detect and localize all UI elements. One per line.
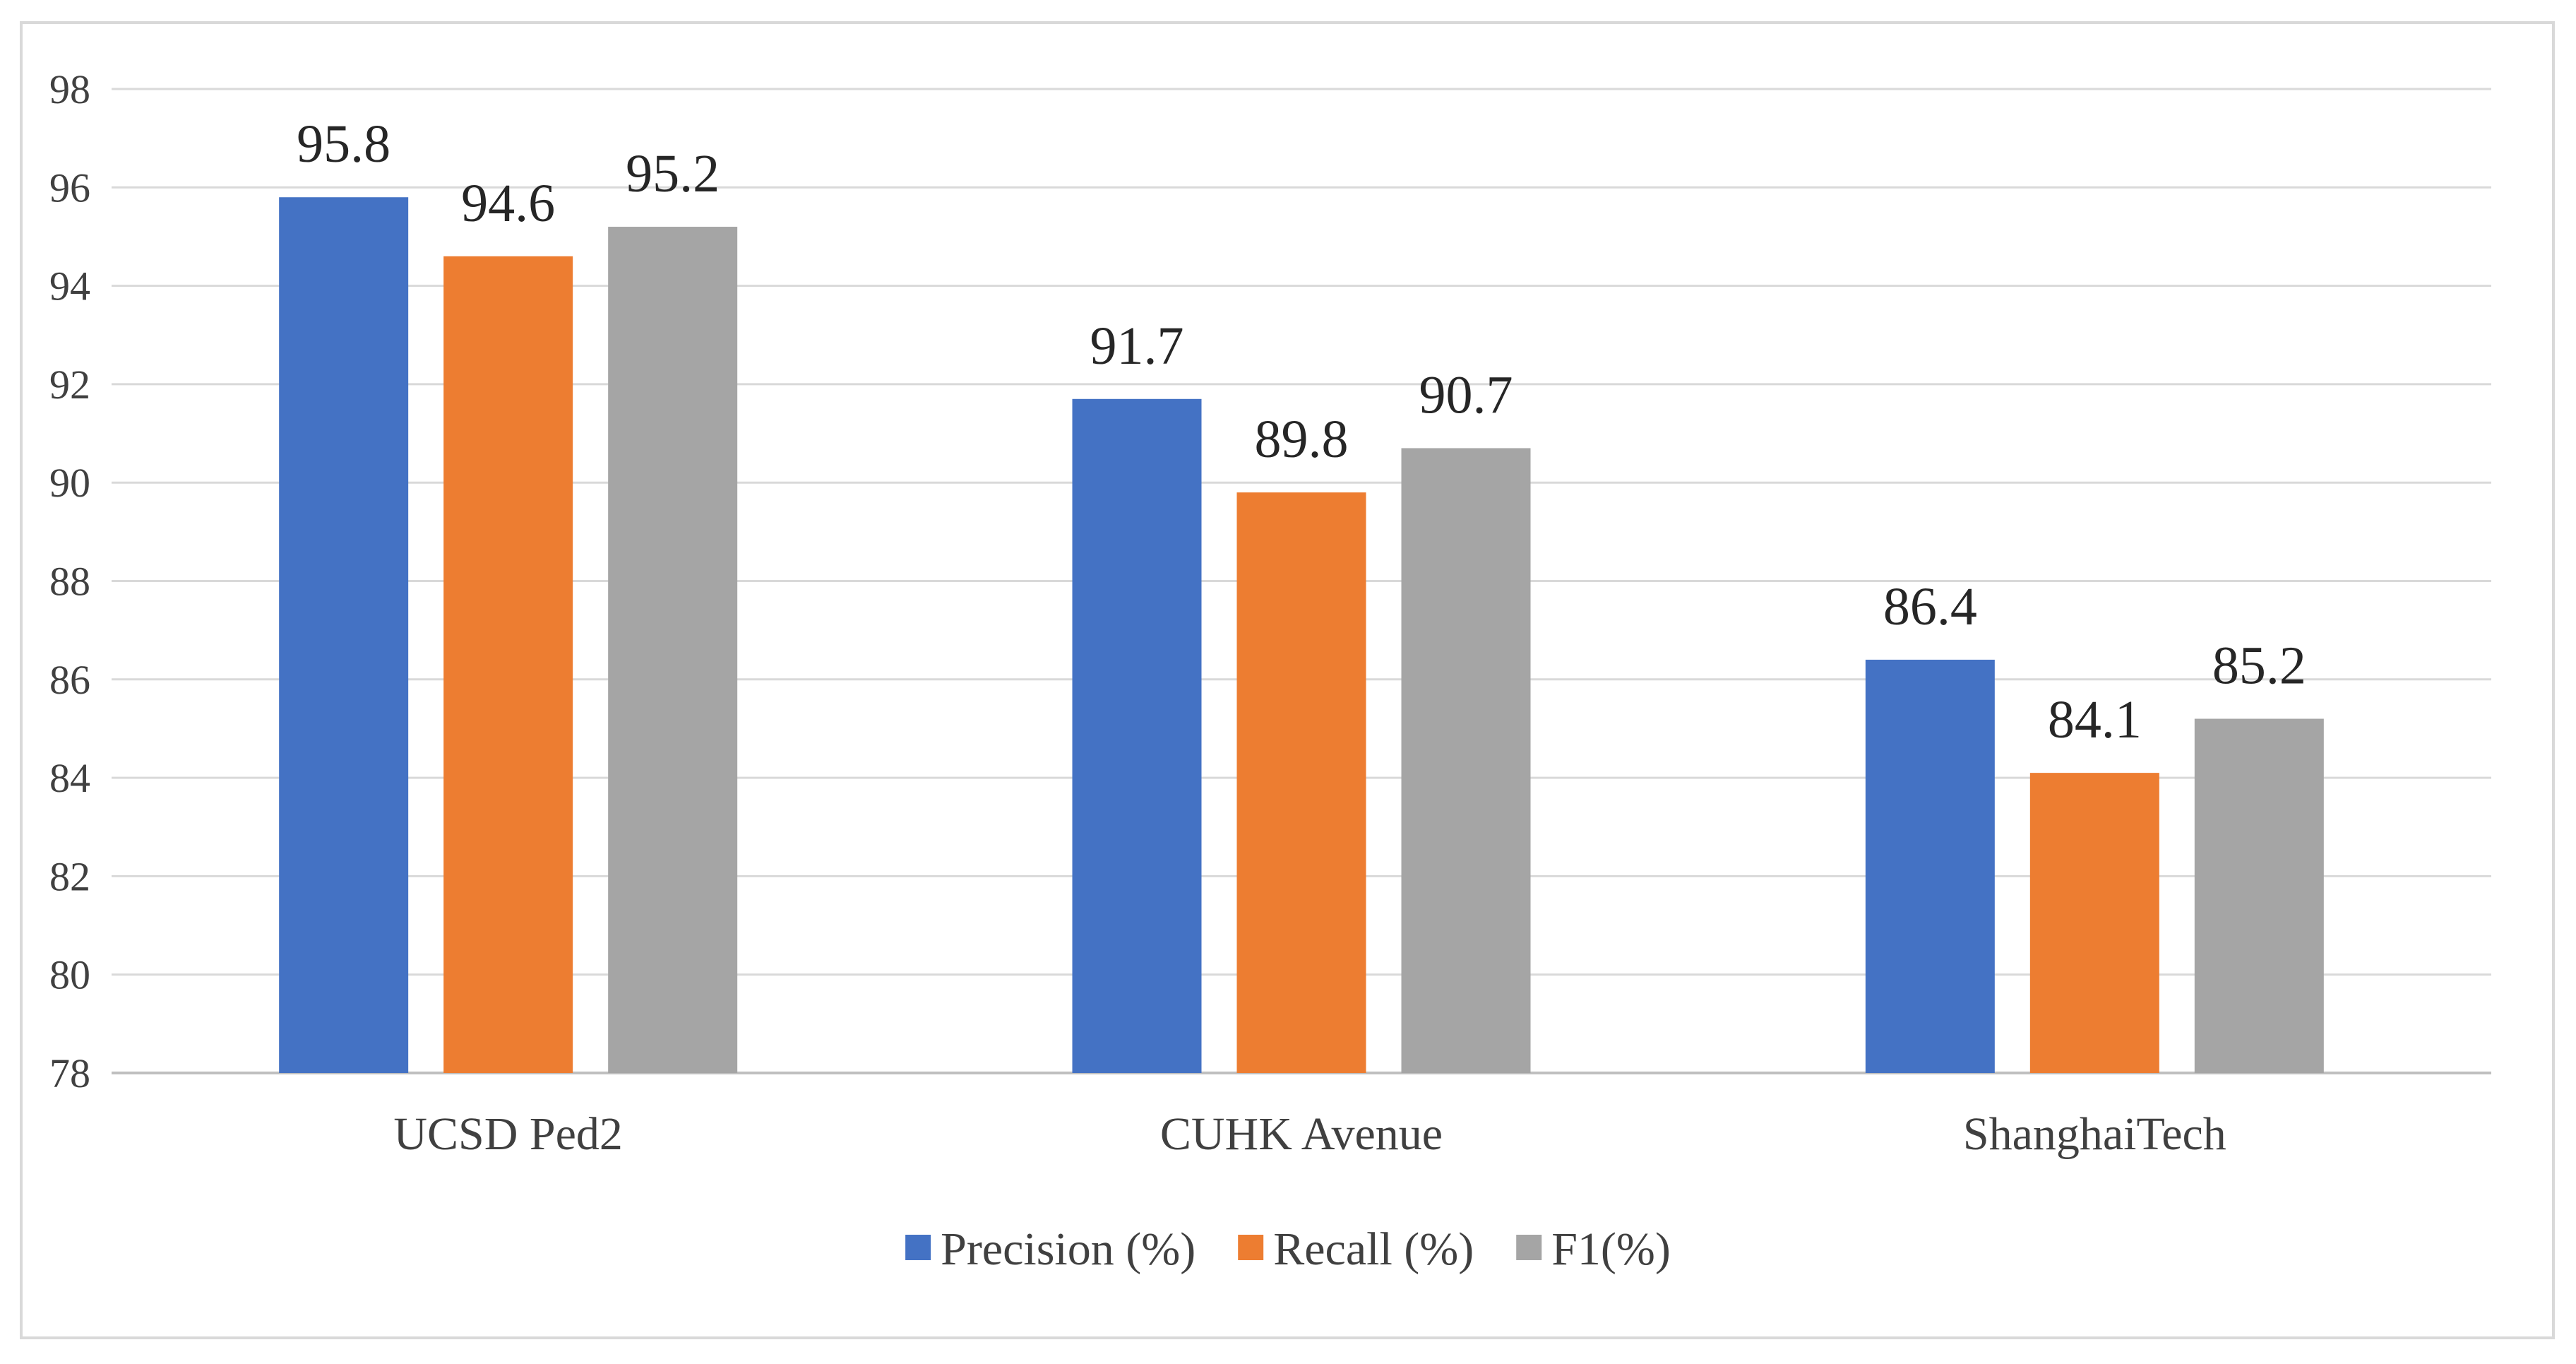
y-tick-label: 94 (49, 263, 90, 309)
category-label: UCSD Ped2 (393, 1108, 623, 1160)
legend-swatch (1516, 1235, 1542, 1260)
data-label: 91.7 (1090, 316, 1184, 376)
category-label: CUHK Avenue (1160, 1108, 1443, 1160)
y-tick-label: 90 (49, 460, 90, 506)
y-tick-label: 80 (49, 952, 90, 998)
bar-f1 (1401, 448, 1531, 1073)
data-label: 94.6 (461, 174, 555, 233)
bar-recall (443, 256, 573, 1073)
legend-item-f1: F1(%) (1516, 1223, 1671, 1275)
bar-precision (1865, 659, 1995, 1073)
y-tick-label: 98 (49, 66, 90, 112)
legend-label: Precision (%) (941, 1223, 1195, 1275)
y-tick-label: 78 (49, 1050, 90, 1096)
data-label: 86.4 (1883, 577, 1977, 636)
x-axis-categories: UCSD Ped2 CUHK Avenue ShanghaiTech (393, 1108, 2226, 1160)
y-tick-label: 96 (49, 165, 90, 210)
bar-precision (1072, 398, 1202, 1073)
y-tick-label: 84 (49, 755, 90, 801)
bars (279, 197, 2324, 1074)
legend-swatch (905, 1235, 931, 1260)
data-label: 89.8 (1255, 410, 1349, 469)
y-tick-label: 82 (49, 853, 90, 899)
legend-label: F1(%) (1551, 1223, 1671, 1275)
legend-item-precision: Precision (%) (905, 1223, 1195, 1275)
y-axis-ticks: 78 80 82 84 86 88 90 92 94 96 98 (49, 66, 90, 1096)
bar-f1 (608, 227, 738, 1073)
data-label: 85.2 (2212, 636, 2306, 696)
data-labels: 95.8 94.6 95.2 91.7 89.8 90.7 86.4 84.1 85.2 (297, 114, 2306, 749)
legend-label: Recall (%) (1273, 1223, 1474, 1275)
data-label: 95.8 (297, 114, 390, 174)
y-tick-label: 86 (49, 657, 90, 703)
legend-swatch (1238, 1235, 1264, 1260)
y-tick-label: 92 (49, 362, 90, 408)
legend-item-recall: Recall (%) (1238, 1223, 1474, 1275)
bar-precision (279, 197, 409, 1074)
category-label: ShanghaiTech (1963, 1108, 2226, 1160)
data-label: 90.7 (1419, 365, 1513, 425)
bar-recall (1236, 492, 1366, 1073)
bar-f1 (2194, 718, 2324, 1073)
bar-recall (2029, 773, 2159, 1073)
data-label: 95.2 (626, 144, 720, 203)
y-tick-label: 88 (49, 559, 90, 605)
data-label: 84.1 (2048, 690, 2142, 749)
legend: Precision (%) Recall (%) F1(%) (905, 1223, 1671, 1275)
